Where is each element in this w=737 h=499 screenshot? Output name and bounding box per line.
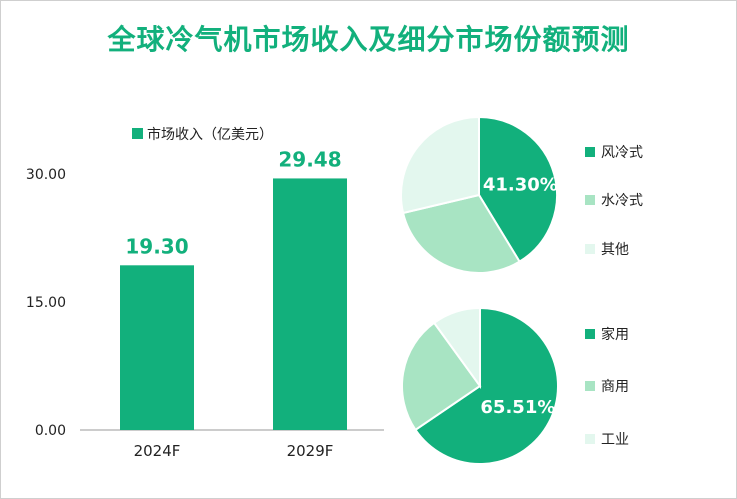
bar-2029F xyxy=(273,178,347,430)
pie2-legend-label-1: 商用 xyxy=(601,379,629,395)
pie1-legend-label-2: 其他 xyxy=(601,242,629,258)
pie2-legend-swatch-2 xyxy=(585,434,595,444)
pie2-legend-label-0: 家用 xyxy=(601,326,629,343)
chart-title: 全球冷气机市场收入及细分市场份额预测 xyxy=(107,23,630,56)
pie2-slice-gongye xyxy=(432,306,481,390)
bar-legend-swatch xyxy=(132,128,143,139)
y-tick-label-1: 15.00 xyxy=(26,295,66,311)
pie2-legend-label-2: 工业 xyxy=(601,432,629,448)
y-tick-label-0: 0.00 xyxy=(35,423,66,439)
pie2-slice-jiayong xyxy=(414,306,559,465)
pie1-legend-swatch-2 xyxy=(585,244,595,254)
pie1-slice-label: 41.30% xyxy=(483,174,558,195)
pie1-legend-swatch-0 xyxy=(585,147,595,157)
pie2-legend-swatch-1 xyxy=(585,381,595,391)
pie2-slice-label: 65.51% xyxy=(480,397,555,418)
pie1-legend-label-1: 水冷式 xyxy=(601,193,643,209)
x-tick-label-2024F: 2024F xyxy=(134,442,181,460)
pie2-slice-shangyong xyxy=(401,321,482,432)
bar-value-label-2024F: 19.30 xyxy=(125,234,188,258)
bar-value-label-2029F: 29.48 xyxy=(278,147,341,171)
bar-legend-label: 市场收入（亿美元） xyxy=(147,126,273,143)
pie1-slice-qita xyxy=(400,115,480,215)
pie1-legend-label-0: 风冷式 xyxy=(601,145,643,161)
pie2-legend-swatch-0 xyxy=(585,329,595,339)
y-tick-label-2: 30.00 xyxy=(26,167,66,183)
x-tick-label-2029F: 2029F xyxy=(287,442,334,460)
bar-2024F xyxy=(120,265,194,430)
pie1-legend-swatch-1 xyxy=(585,195,595,205)
pie1-slice-shuilengshi xyxy=(401,193,521,274)
